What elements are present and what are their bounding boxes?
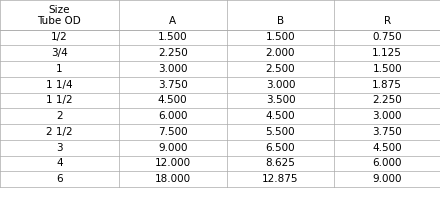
Text: 4.500: 4.500 — [372, 143, 402, 153]
Text: 12.000: 12.000 — [154, 159, 191, 169]
Text: 5.500: 5.500 — [266, 127, 295, 137]
Text: 2.000: 2.000 — [266, 48, 295, 58]
Text: 3.000: 3.000 — [372, 111, 402, 121]
Text: 12.875: 12.875 — [262, 174, 299, 184]
Text: Tube OD: Tube OD — [37, 16, 81, 26]
Text: 7.500: 7.500 — [158, 127, 187, 137]
Text: 6: 6 — [56, 174, 63, 184]
Text: B: B — [277, 16, 284, 26]
Text: 1.500: 1.500 — [372, 64, 402, 74]
Text: R: R — [384, 16, 391, 26]
Text: 2.250: 2.250 — [372, 95, 402, 105]
Text: 9.000: 9.000 — [372, 174, 402, 184]
Text: 2.500: 2.500 — [266, 64, 295, 74]
Text: 6.000: 6.000 — [158, 111, 187, 121]
Text: 1 1/2: 1 1/2 — [46, 95, 73, 105]
Text: Size: Size — [49, 5, 70, 15]
Text: 6.000: 6.000 — [372, 159, 402, 169]
Text: 4: 4 — [56, 159, 63, 169]
Text: 0.750: 0.750 — [372, 32, 402, 42]
Text: 3: 3 — [56, 143, 63, 153]
Text: 2.250: 2.250 — [158, 48, 187, 58]
Text: 4.500: 4.500 — [266, 111, 295, 121]
Text: 9.000: 9.000 — [158, 143, 187, 153]
Text: 2 1/2: 2 1/2 — [46, 127, 73, 137]
Text: 3.750: 3.750 — [158, 80, 187, 90]
Text: 1.125: 1.125 — [372, 48, 402, 58]
Text: 3.500: 3.500 — [266, 95, 295, 105]
Text: 3.000: 3.000 — [158, 64, 187, 74]
Text: 1.500: 1.500 — [266, 32, 295, 42]
Text: A: A — [169, 16, 176, 26]
Text: 1/2: 1/2 — [51, 32, 68, 42]
Text: 18.000: 18.000 — [154, 174, 191, 184]
Text: 1.875: 1.875 — [372, 80, 402, 90]
Text: 1: 1 — [56, 64, 63, 74]
Text: 8.625: 8.625 — [266, 159, 295, 169]
Text: 3.750: 3.750 — [372, 127, 402, 137]
Text: 2: 2 — [56, 111, 63, 121]
Text: 1 1/4: 1 1/4 — [46, 80, 73, 90]
Text: 3.000: 3.000 — [266, 80, 295, 90]
Text: 4.500: 4.500 — [158, 95, 187, 105]
Text: 6.500: 6.500 — [266, 143, 295, 153]
Text: 1.500: 1.500 — [158, 32, 187, 42]
Text: 3/4: 3/4 — [51, 48, 68, 58]
